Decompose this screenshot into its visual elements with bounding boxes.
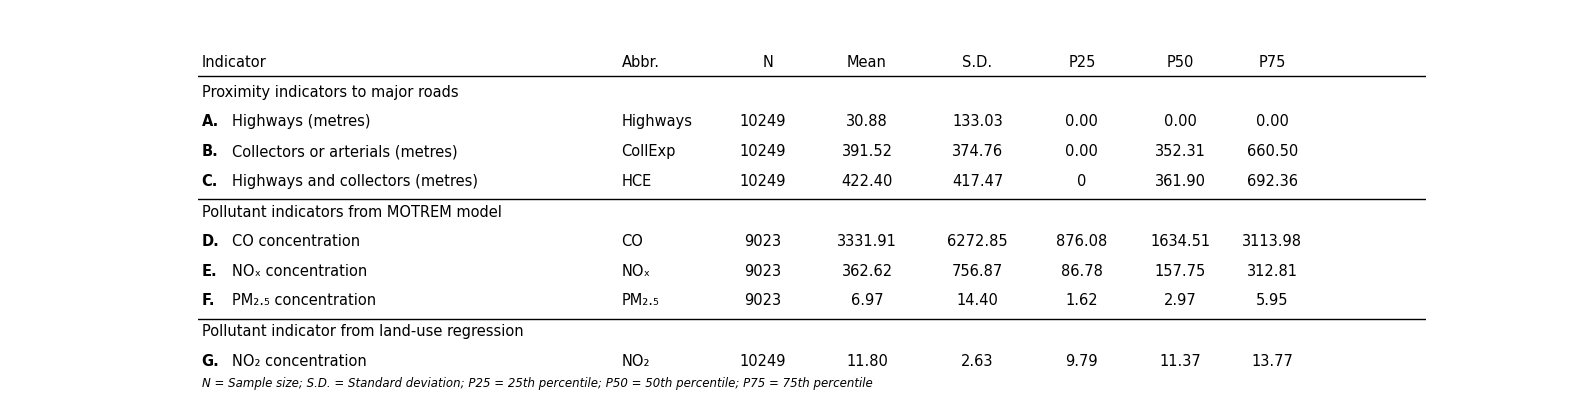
Text: 417.47: 417.47 bbox=[952, 173, 1003, 188]
Text: NOₓ concentration: NOₓ concentration bbox=[233, 264, 367, 279]
Text: N: N bbox=[763, 55, 773, 70]
Text: NO₂: NO₂ bbox=[621, 354, 649, 369]
Text: 11.37: 11.37 bbox=[1159, 354, 1201, 369]
Text: S.D.: S.D. bbox=[963, 55, 993, 70]
Text: 3113.98: 3113.98 bbox=[1242, 234, 1302, 249]
Text: 352.31: 352.31 bbox=[1155, 144, 1205, 159]
Text: 0.00: 0.00 bbox=[1066, 114, 1098, 129]
Text: 1.62: 1.62 bbox=[1066, 293, 1098, 308]
Text: 9023: 9023 bbox=[744, 264, 781, 279]
Text: 133.03: 133.03 bbox=[952, 114, 1003, 129]
Text: F.: F. bbox=[201, 293, 215, 308]
Text: N = Sample size; S.D. = Standard deviation; P25 = 25th percentile; P50 = 50th pe: N = Sample size; S.D. = Standard deviati… bbox=[201, 377, 873, 390]
Text: CO concentration: CO concentration bbox=[233, 234, 361, 249]
Text: CollExp: CollExp bbox=[621, 144, 676, 159]
Text: NO₂ concentration: NO₂ concentration bbox=[233, 354, 367, 369]
Text: P50: P50 bbox=[1166, 55, 1194, 70]
Text: 5.95: 5.95 bbox=[1256, 293, 1288, 308]
Text: 13.77: 13.77 bbox=[1251, 354, 1293, 369]
Text: P25: P25 bbox=[1068, 55, 1096, 70]
Text: 30.88: 30.88 bbox=[846, 114, 889, 129]
Text: Highways and collectors (metres): Highways and collectors (metres) bbox=[233, 173, 478, 188]
Text: 876.08: 876.08 bbox=[1057, 234, 1107, 249]
Text: 422.40: 422.40 bbox=[841, 173, 893, 188]
Text: 10249: 10249 bbox=[740, 144, 786, 159]
Text: A.: A. bbox=[201, 114, 219, 129]
Text: 0.00: 0.00 bbox=[1164, 114, 1196, 129]
Text: Highways (metres): Highways (metres) bbox=[233, 114, 371, 129]
Text: Pollutant indicators from MOTREM model: Pollutant indicators from MOTREM model bbox=[201, 205, 502, 220]
Text: 2.97: 2.97 bbox=[1164, 293, 1196, 308]
Text: 0.00: 0.00 bbox=[1256, 114, 1289, 129]
Text: PM₂.₅ concentration: PM₂.₅ concentration bbox=[233, 293, 377, 308]
Text: D.: D. bbox=[201, 234, 220, 249]
Text: 391.52: 391.52 bbox=[841, 144, 892, 159]
Text: NOₓ: NOₓ bbox=[621, 264, 651, 279]
Text: P75: P75 bbox=[1258, 55, 1286, 70]
Text: 6.97: 6.97 bbox=[851, 293, 884, 308]
Text: PM₂.₅: PM₂.₅ bbox=[621, 293, 659, 308]
Text: E.: E. bbox=[201, 264, 217, 279]
Text: 9.79: 9.79 bbox=[1066, 354, 1098, 369]
Text: HCE: HCE bbox=[621, 173, 651, 188]
Text: Collectors or arterials (metres): Collectors or arterials (metres) bbox=[233, 144, 458, 159]
Text: 1634.51: 1634.51 bbox=[1150, 234, 1210, 249]
Text: 374.76: 374.76 bbox=[952, 144, 1003, 159]
Text: 9023: 9023 bbox=[744, 293, 781, 308]
Text: 9023: 9023 bbox=[744, 234, 781, 249]
Text: 157.75: 157.75 bbox=[1155, 264, 1205, 279]
Text: 362.62: 362.62 bbox=[841, 264, 893, 279]
Text: 10249: 10249 bbox=[740, 173, 786, 188]
Text: 312.81: 312.81 bbox=[1247, 264, 1297, 279]
Text: Pollutant indicator from land-use regression: Pollutant indicator from land-use regres… bbox=[201, 324, 523, 339]
Text: 3331.91: 3331.91 bbox=[836, 234, 897, 249]
Text: 86.78: 86.78 bbox=[1061, 264, 1102, 279]
Text: 0.00: 0.00 bbox=[1066, 144, 1098, 159]
Text: 10249: 10249 bbox=[740, 114, 786, 129]
Text: Highways: Highways bbox=[621, 114, 692, 129]
Text: 692.36: 692.36 bbox=[1247, 173, 1297, 188]
Text: 14.40: 14.40 bbox=[957, 293, 998, 308]
Text: C.: C. bbox=[201, 173, 219, 188]
Text: CO: CO bbox=[621, 234, 643, 249]
Text: B.: B. bbox=[201, 144, 219, 159]
Text: 11.80: 11.80 bbox=[846, 354, 889, 369]
Text: 6272.85: 6272.85 bbox=[947, 234, 1007, 249]
Text: 10249: 10249 bbox=[740, 354, 786, 369]
Text: Mean: Mean bbox=[847, 55, 887, 70]
Text: Proximity indicators to major roads: Proximity indicators to major roads bbox=[201, 85, 458, 100]
Text: 756.87: 756.87 bbox=[952, 264, 1003, 279]
Text: G.: G. bbox=[201, 354, 220, 369]
Text: 2.63: 2.63 bbox=[961, 354, 993, 369]
Text: 361.90: 361.90 bbox=[1155, 173, 1205, 188]
Text: 660.50: 660.50 bbox=[1247, 144, 1297, 159]
Text: Abbr.: Abbr. bbox=[621, 55, 659, 70]
Text: Indicator: Indicator bbox=[201, 55, 266, 70]
Text: 0: 0 bbox=[1077, 173, 1087, 188]
